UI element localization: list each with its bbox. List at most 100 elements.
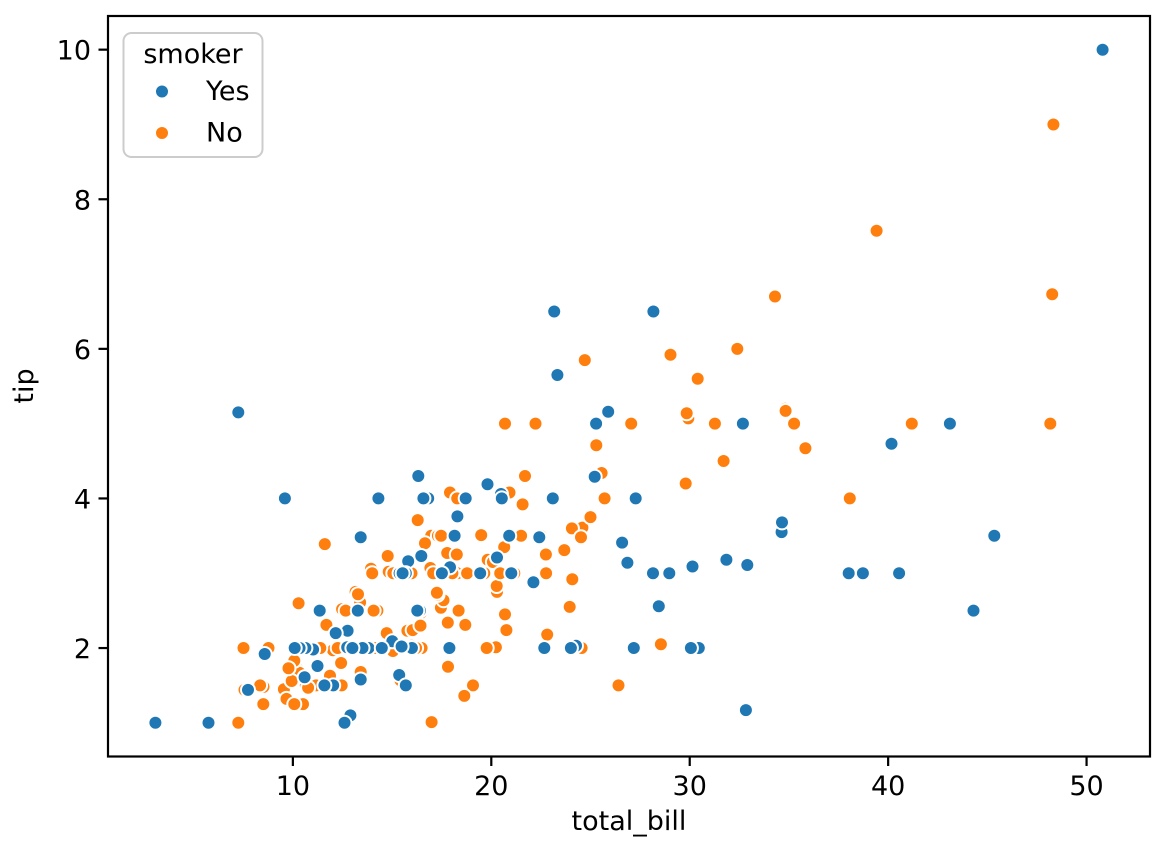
data-point-no xyxy=(715,453,732,469)
data-point-no xyxy=(423,714,440,731)
data-point-no xyxy=(868,222,885,239)
data-point-yes xyxy=(684,558,701,575)
x-tick-label: 50 xyxy=(1069,771,1103,802)
data-point-no xyxy=(283,673,300,689)
data-point-yes xyxy=(336,714,353,731)
data-point-no xyxy=(365,602,382,619)
data-point-yes xyxy=(682,640,699,656)
data-point-no xyxy=(623,415,640,432)
data-point-no xyxy=(379,548,396,564)
data-point-no xyxy=(576,352,593,369)
data-point-yes xyxy=(373,640,390,656)
data-point-no xyxy=(556,542,573,559)
data-point-no xyxy=(230,714,247,731)
data-point-yes xyxy=(409,602,426,619)
y-tick-label: 4 xyxy=(74,484,91,515)
data-point-yes xyxy=(479,476,496,493)
data-point-yes xyxy=(739,557,756,573)
data-point-yes xyxy=(489,549,505,566)
data-point-yes xyxy=(230,404,247,421)
data-point-yes xyxy=(352,671,369,688)
data-point-yes xyxy=(344,640,361,656)
data-point-yes xyxy=(600,403,617,420)
y-axis-label: tip xyxy=(9,368,40,403)
data-point-yes xyxy=(734,415,751,432)
x-tick-label: 30 xyxy=(673,771,707,802)
data-point-yes xyxy=(309,658,326,674)
data-point-yes xyxy=(493,490,510,507)
data-point-yes xyxy=(614,534,631,551)
data-point-no xyxy=(573,529,589,546)
data-point-yes xyxy=(327,625,344,642)
data-point-yes xyxy=(562,640,579,656)
legend-label-yes: Yes xyxy=(205,76,250,107)
x-tick-label: 40 xyxy=(871,771,905,802)
data-point-yes xyxy=(501,527,518,544)
data-point-yes xyxy=(588,415,605,432)
data-point-no xyxy=(588,437,605,454)
data-point-no xyxy=(439,614,456,631)
data-point-yes xyxy=(296,669,313,686)
data-point-yes xyxy=(544,490,561,507)
data-point-yes xyxy=(891,565,908,582)
plot-area xyxy=(106,14,1152,758)
data-point-yes xyxy=(1094,41,1111,58)
data-point-yes xyxy=(854,565,871,582)
y-tick-label: 2 xyxy=(74,634,91,665)
data-point-yes xyxy=(446,527,463,544)
data-point-no xyxy=(652,636,669,653)
data-point-no xyxy=(582,509,599,526)
x-tick-label: 20 xyxy=(474,771,508,802)
data-point-no xyxy=(255,696,272,713)
data-point-no xyxy=(689,370,706,387)
data-point-no xyxy=(841,490,858,507)
data-point-no xyxy=(497,415,513,432)
data-point-yes xyxy=(645,565,661,582)
data-point-yes xyxy=(413,548,430,564)
data-point-yes xyxy=(394,565,411,582)
data-point-no xyxy=(527,415,544,432)
data-point-yes xyxy=(645,303,662,320)
data-point-no xyxy=(767,288,783,305)
data-point-yes xyxy=(441,640,458,656)
data-point-yes xyxy=(536,640,553,656)
data-point-yes xyxy=(619,554,636,571)
legend-label-no: No xyxy=(206,118,243,149)
data-point-no xyxy=(440,658,456,675)
data-point-yes xyxy=(410,468,427,484)
data-point-yes xyxy=(986,527,1003,544)
data-point-no xyxy=(777,402,794,419)
legend-swatch-yes xyxy=(154,83,170,100)
data-point-yes xyxy=(546,303,563,320)
data-point-no xyxy=(596,490,613,507)
y-tick-label: 10 xyxy=(57,36,91,67)
data-point-no xyxy=(280,660,297,677)
data-point-no xyxy=(428,584,445,601)
data-point-yes xyxy=(883,435,900,452)
data-point-no xyxy=(409,512,426,529)
data-point-no xyxy=(497,606,513,623)
data-point-yes xyxy=(147,714,164,731)
data-point-no xyxy=(412,617,429,634)
data-point-no xyxy=(488,578,505,594)
data-point-yes xyxy=(774,514,790,531)
data-point-yes xyxy=(286,640,303,656)
data-point-no xyxy=(1044,286,1061,303)
data-point-no xyxy=(786,415,803,432)
data-point-no xyxy=(498,622,515,639)
data-point-yes xyxy=(433,565,450,582)
data-point-yes xyxy=(256,646,273,662)
data-point-yes xyxy=(503,565,520,582)
y-tick-label: 6 xyxy=(74,335,91,366)
data-point-yes xyxy=(415,490,432,507)
data-point-no xyxy=(797,440,814,457)
data-point-no xyxy=(333,655,350,671)
data-point-yes xyxy=(840,565,857,582)
data-point-no xyxy=(473,527,490,544)
data-point-no xyxy=(465,677,481,694)
data-point-yes xyxy=(393,638,410,655)
data-point-no xyxy=(610,677,627,694)
data-point-yes xyxy=(549,367,566,383)
